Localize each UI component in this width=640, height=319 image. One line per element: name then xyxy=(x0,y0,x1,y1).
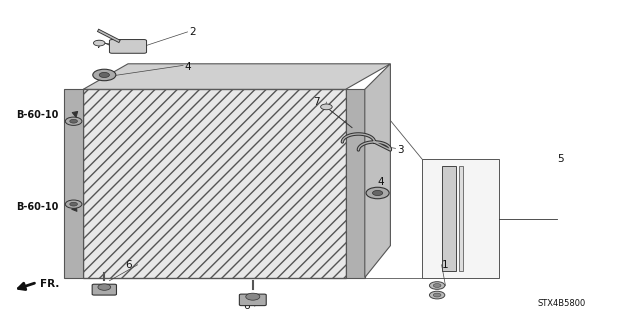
Text: 4: 4 xyxy=(378,177,384,187)
Text: 5: 5 xyxy=(557,154,563,165)
Circle shape xyxy=(93,40,105,46)
Text: 6: 6 xyxy=(243,301,250,311)
Circle shape xyxy=(372,190,383,196)
Text: 3: 3 xyxy=(397,145,403,155)
Circle shape xyxy=(70,202,77,206)
Circle shape xyxy=(93,69,116,81)
Circle shape xyxy=(429,291,445,299)
Text: 6: 6 xyxy=(125,260,131,270)
Bar xyxy=(422,160,499,278)
Circle shape xyxy=(433,293,441,297)
FancyBboxPatch shape xyxy=(92,284,116,295)
Circle shape xyxy=(98,284,111,290)
Circle shape xyxy=(65,117,82,125)
Circle shape xyxy=(321,104,332,110)
Circle shape xyxy=(366,187,389,199)
Text: STX4B5800: STX4B5800 xyxy=(538,299,586,308)
Bar xyxy=(442,166,456,271)
FancyBboxPatch shape xyxy=(239,294,266,306)
Bar xyxy=(459,166,463,271)
Text: B-60-10: B-60-10 xyxy=(16,110,58,120)
Polygon shape xyxy=(83,89,346,278)
Circle shape xyxy=(70,119,77,123)
Circle shape xyxy=(65,200,82,208)
Text: 4: 4 xyxy=(184,62,191,72)
Text: 7: 7 xyxy=(314,97,320,107)
Polygon shape xyxy=(64,89,83,278)
Text: FR.: FR. xyxy=(40,279,59,289)
Text: 2: 2 xyxy=(189,27,195,37)
Text: 7: 7 xyxy=(95,40,101,50)
Circle shape xyxy=(99,72,109,78)
Polygon shape xyxy=(83,64,390,89)
Text: B-60-10: B-60-10 xyxy=(16,202,58,212)
Circle shape xyxy=(433,284,441,287)
Text: 1: 1 xyxy=(442,260,448,270)
Circle shape xyxy=(246,293,260,300)
FancyBboxPatch shape xyxy=(109,40,147,53)
Polygon shape xyxy=(365,64,390,278)
Circle shape xyxy=(429,282,445,289)
Polygon shape xyxy=(346,89,365,278)
